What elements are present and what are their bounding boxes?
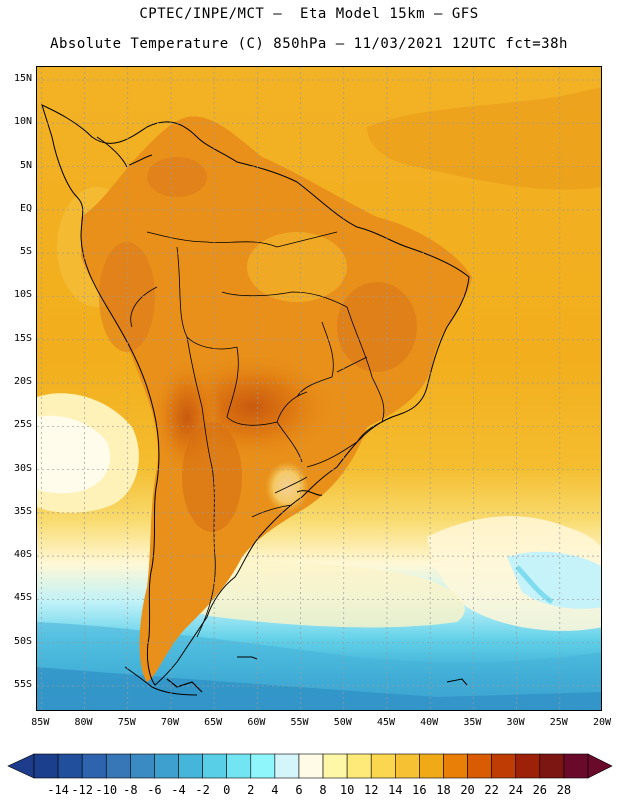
colorbar-underflow-triangle xyxy=(7,753,35,779)
colorbar-cell xyxy=(154,753,179,779)
latitude-label: 10S xyxy=(13,289,32,301)
colorbar-cell xyxy=(178,753,203,779)
colorbar-cell xyxy=(443,753,468,779)
latitude-label: 15S xyxy=(13,332,32,344)
latitude-label: 30S xyxy=(13,462,32,474)
longitude-label: 30W xyxy=(506,717,525,728)
latitude-label: 20S xyxy=(13,376,32,387)
longitude-label: 80W xyxy=(74,717,93,728)
chart-title-line2: Absolute Temperature (C) 850hPa – 11/03/… xyxy=(50,36,568,52)
colorbar-label: 18 xyxy=(436,783,451,797)
colorbar-cell xyxy=(105,753,131,779)
colorbar-cell xyxy=(419,753,444,779)
colorbar-cell xyxy=(298,753,324,779)
longitude-label: 45W xyxy=(376,717,395,728)
latitude-label: 40S xyxy=(13,549,32,561)
map-panel xyxy=(36,66,602,711)
colorbar-label: -10 xyxy=(95,783,118,797)
colorbar-cell xyxy=(322,753,348,779)
colorbar xyxy=(7,753,613,779)
longitude-label: 65W xyxy=(204,717,223,728)
colorbar-label: 22 xyxy=(484,783,499,797)
colorbar-cell xyxy=(395,753,420,779)
colorbar-cell xyxy=(130,753,155,779)
colorbar-cell xyxy=(226,753,252,779)
colorbar-label: 6 xyxy=(295,783,303,797)
colorbar-cell xyxy=(467,753,492,779)
country-borders xyxy=(130,231,393,638)
colorbar-cell xyxy=(250,753,276,779)
colorbar-label: 2 xyxy=(247,783,255,797)
colorbar-label: 12 xyxy=(363,783,379,797)
latitude-label: 10N xyxy=(13,116,32,128)
colorbar-label: 8 xyxy=(319,783,327,797)
colorbar-label: -6 xyxy=(147,783,162,797)
colorbar-label: 4 xyxy=(271,783,279,797)
colorbar-cell xyxy=(33,753,59,779)
colorbar-cell xyxy=(370,753,396,779)
colorbar-overflow-triangle xyxy=(587,753,613,779)
latitude-label: 5N xyxy=(19,159,32,171)
longitude-label: 70W xyxy=(160,717,179,728)
colorbar-cell xyxy=(491,753,517,779)
colorbar-label: -12 xyxy=(71,783,94,797)
colorbar-label: -4 xyxy=(171,783,186,797)
colorbar-label: -14 xyxy=(47,783,69,797)
latitude-label: 35S xyxy=(13,505,32,517)
longitude-label: 50W xyxy=(333,717,352,728)
colorbar-cell xyxy=(57,753,83,779)
colorbar-label: 0 xyxy=(223,783,231,797)
longitude-label: 60W xyxy=(247,717,266,728)
longitude-label: 55W xyxy=(290,717,309,728)
colorbar-label: 16 xyxy=(412,783,427,797)
colorbar-label: -2 xyxy=(195,783,210,797)
latitude-label: 55S xyxy=(13,679,32,691)
latitude-label: 25S xyxy=(13,419,32,431)
colorbar-label: -8 xyxy=(123,783,138,797)
longitude-label: 85W xyxy=(31,717,50,728)
temperature-patterns xyxy=(37,87,601,710)
latitude-label: 45S xyxy=(13,592,32,604)
continent-temperature xyxy=(81,116,472,683)
colorbar-label: 24 xyxy=(508,783,523,797)
latitude-label: EQ xyxy=(19,202,32,214)
longitude-label: 20W xyxy=(592,717,612,728)
chart-title-line1: CPTEC/INPE/MCT – Eta Model 15km – GFS xyxy=(139,6,479,22)
longitude-label: 25W xyxy=(549,717,568,728)
colorbar-cell xyxy=(563,753,589,779)
colorbar-cell xyxy=(274,753,300,779)
colorbar-label: 28 xyxy=(556,783,572,797)
colorbar-label: 20 xyxy=(460,783,475,797)
temperature-map xyxy=(37,67,601,710)
colorbar-cell xyxy=(202,753,227,779)
colorbar-cell xyxy=(515,753,541,779)
longitude-label: 75W xyxy=(117,717,136,728)
latitude-label: 15N xyxy=(13,72,32,84)
colorbar-label: 14 xyxy=(388,783,403,797)
latitude-label: 5S xyxy=(19,246,32,258)
graticule xyxy=(37,67,601,710)
colorbar-label: 10 xyxy=(339,783,355,797)
longitude-label: 35W xyxy=(463,717,482,728)
longitude-label: 40W xyxy=(420,717,439,728)
colorbar-cell xyxy=(346,753,372,779)
colorbar-cell xyxy=(81,753,107,779)
colorbar-cell xyxy=(539,753,565,779)
colorbar-label: 26 xyxy=(532,783,548,797)
latitude-label: 50S xyxy=(13,635,32,647)
